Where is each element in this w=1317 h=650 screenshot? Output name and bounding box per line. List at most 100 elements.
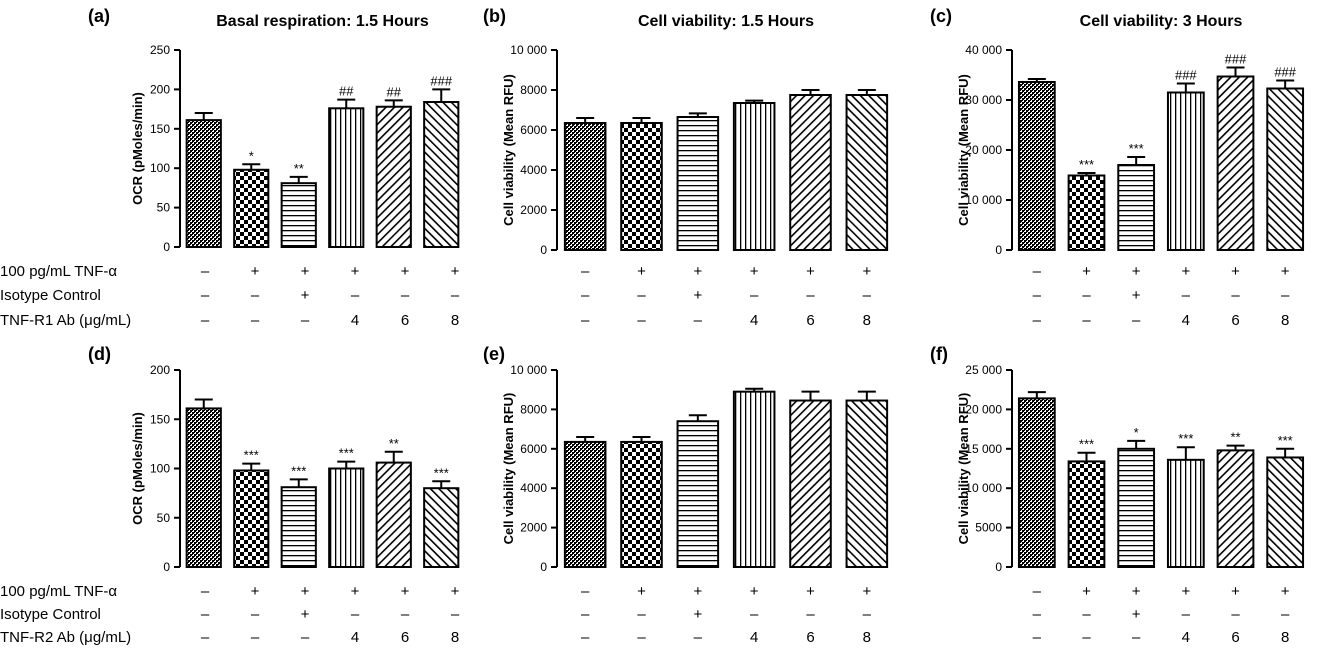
condition-mark: –	[251, 287, 260, 304]
condition-mark: +	[806, 263, 815, 280]
chart-title: Cell viability: 3 Hours	[1080, 13, 1243, 30]
condition-mark: –	[351, 287, 360, 304]
chart-title: Basal respiration: 1.5 Hours	[216, 13, 429, 30]
condition-mark: +	[401, 263, 410, 280]
condition-mark: –	[301, 629, 310, 646]
condition-mark: +	[1231, 583, 1240, 600]
significance-marker: ###	[1175, 68, 1197, 83]
condition-mark: 6	[806, 629, 814, 646]
bar	[676, 116, 720, 251]
bar	[1166, 458, 1205, 568]
bar	[563, 122, 607, 251]
y-tick-label: 6000	[520, 123, 547, 137]
condition-mark: +	[750, 263, 759, 280]
condition-mark: +	[1281, 583, 1290, 600]
y-tick-label: 30 000	[965, 93, 1002, 107]
y-tick-label: 150	[150, 412, 170, 426]
condition-mark: +	[301, 606, 310, 623]
panel-c: (c) Cell viability: 3 Hours 0 10 000 20 000 3…	[930, 6, 1305, 257]
y-tick-label: 250	[150, 43, 170, 57]
chart-title: Cell viability: 1.5 Hours	[638, 13, 814, 30]
condition-mark: +	[1132, 263, 1141, 280]
significance-marker: ***	[1129, 141, 1144, 156]
condition-mark: –	[201, 312, 210, 329]
y-tick-label: 150	[150, 122, 170, 136]
bar	[280, 486, 317, 568]
significance-marker: ***	[244, 448, 259, 463]
condition-mark: –	[581, 606, 590, 623]
bar	[185, 407, 222, 569]
bar	[423, 101, 460, 249]
significance-marker: ##	[387, 84, 402, 99]
bar	[375, 461, 412, 568]
significance-marker: ***	[291, 463, 306, 478]
condition-mark: –	[201, 629, 210, 646]
condition-label-ab-r2: TNF-R2 Ab (μg/mL)	[0, 629, 131, 646]
bar	[789, 94, 832, 251]
panel-e: (e) 0 2000 4000 6000 8000 10 000 Cell viability…	[483, 344, 889, 574]
condition-mark: –	[1082, 287, 1091, 304]
significance-marker: **	[389, 436, 399, 451]
bar	[732, 390, 776, 569]
y-axis-label: Cell viability (Mean RFU)	[956, 74, 971, 226]
significance-marker: ***	[339, 446, 354, 461]
bar	[620, 122, 663, 251]
condition-mark: –	[251, 629, 260, 646]
y-tick-label: 20 000	[965, 143, 1002, 157]
condition-mark: –	[251, 606, 260, 623]
condition-labels-top: 100 pg/mL TNF-α Isotype Control TNF-R1 A…	[0, 263, 131, 329]
condition-mark: –	[1231, 287, 1240, 304]
condition-mark: +	[637, 263, 646, 280]
condition-mark: –	[1132, 312, 1141, 329]
panel-label: (b)	[483, 6, 506, 26]
condition-mark: 8	[451, 629, 459, 646]
panel-f: (f) 0 5000 10 000 15 000 20 000 25 000 Cell via…	[930, 344, 1305, 574]
significance-marker: **	[294, 161, 304, 176]
bar	[1266, 87, 1305, 251]
y-axis-label: Cell viability (Mean RFU)	[956, 393, 971, 545]
bar	[789, 399, 832, 568]
condition-mark: –	[1182, 287, 1191, 304]
bar	[1166, 91, 1205, 251]
condition-mark: 8	[451, 312, 459, 329]
bar	[185, 119, 222, 248]
y-tick-label: 100	[150, 462, 170, 476]
condition-mark: –	[1033, 606, 1042, 623]
y-tick-label: 10 000	[965, 481, 1002, 495]
condition-mark: –	[1132, 629, 1141, 646]
y-tick-label: 15 000	[965, 442, 1002, 456]
condition-mark: 4	[351, 629, 359, 646]
significance-marker: ###	[430, 73, 452, 88]
y-tick-label: 10 000	[510, 363, 547, 377]
significance-marker: *	[1134, 425, 1139, 440]
condition-mark: +	[862, 583, 871, 600]
bar	[676, 420, 720, 568]
condition-mark: 4	[351, 312, 359, 329]
bar	[423, 487, 460, 569]
bar	[1017, 81, 1056, 251]
bar	[1117, 447, 1156, 568]
y-tick-label: 20 000	[965, 402, 1002, 416]
bar	[845, 94, 889, 251]
condition-mark: 8	[1281, 629, 1289, 646]
bar	[328, 107, 365, 248]
condition-mark: –	[806, 606, 815, 623]
condition-mark: –	[401, 287, 410, 304]
condition-label-tnf: 100 pg/mL TNF-α	[0, 263, 117, 280]
condition-mark: +	[1082, 583, 1091, 600]
y-tick-label: 25 000	[965, 363, 1002, 377]
significance-marker: **	[1230, 430, 1240, 445]
condition-mark: +	[1132, 287, 1141, 304]
condition-mark: –	[637, 629, 646, 646]
significance-marker: *	[249, 148, 254, 163]
panel-label: (e)	[483, 344, 505, 364]
condition-label-isotype: Isotype Control	[0, 606, 101, 623]
condition-mark: –	[301, 312, 310, 329]
condition-mark: +	[451, 583, 460, 600]
condition-label-isotype: Isotype Control	[0, 287, 101, 304]
y-tick-label: 200	[150, 82, 170, 96]
condition-mark: –	[863, 606, 872, 623]
condition-mark: –	[694, 312, 703, 329]
y-tick-label: 200	[150, 363, 170, 377]
significance-marker: ###	[1225, 52, 1247, 67]
